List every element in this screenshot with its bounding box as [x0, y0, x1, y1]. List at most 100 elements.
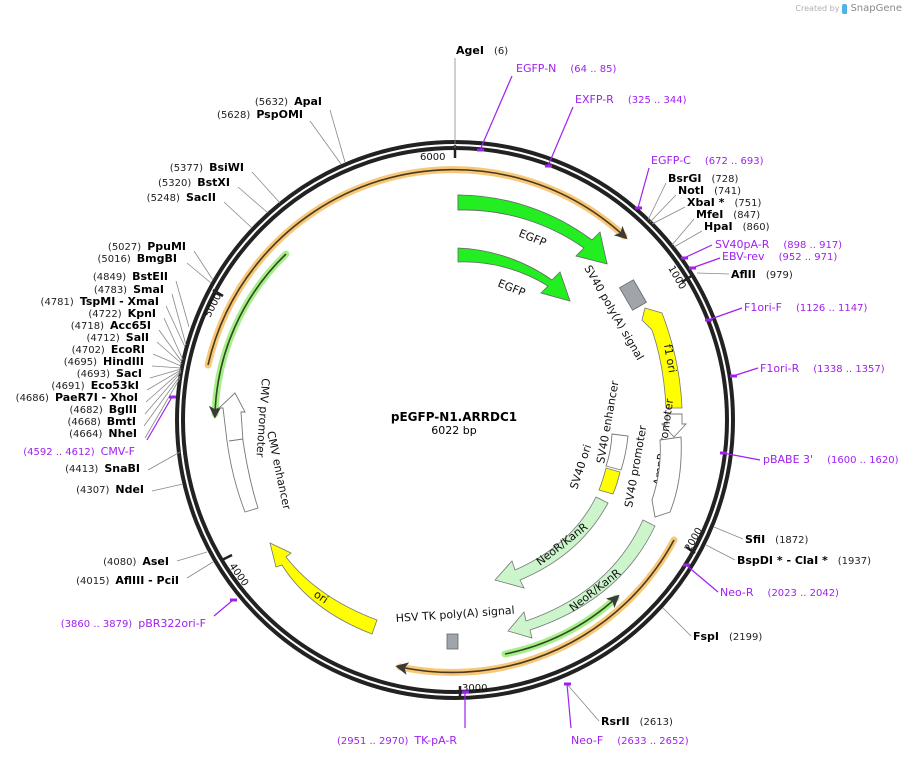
enzyme-label[interactable]: (4668) BmtI	[68, 415, 136, 428]
primer-site-ebv-rev[interactable]: EBV-rev (952 .. 971)	[689, 250, 837, 270]
enzyme-label[interactable]: (4307) NdeI	[76, 483, 144, 496]
feature-cmv[interactable]: CMV promoter CMV enhancer	[217, 378, 294, 513]
primer-label[interactable]: pBABE 3' (1600 .. 1620)	[763, 453, 899, 466]
feature-sv40-promoter[interactable]: SV40 promoter	[622, 424, 682, 518]
enzyme-label[interactable]: (4693) SacI	[77, 367, 142, 380]
primer-site-neo-r[interactable]: Neo-R (2023 .. 2042)	[683, 563, 839, 600]
enzyme-label[interactable]: SfiI (1872)	[745, 533, 809, 546]
primer-label[interactable]: EGFP-C (672 .. 693)	[651, 154, 764, 167]
primer-site-neo-f[interactable]: Neo-F (2633 .. 2652)	[564, 682, 689, 748]
enzyme-label[interactable]: (4718) Acc65I	[71, 319, 151, 332]
enzyme-label[interactable]: BsrGI (728)	[668, 172, 738, 185]
primer-site-cmv-f[interactable]: (4592 .. 4612) CMV-F	[23, 395, 176, 459]
enzyme-site-aflii[interactable]: AflII (979)	[696, 268, 793, 281]
primer-site-egfp-c[interactable]: EGFP-C (672 .. 693)	[635, 154, 764, 210]
enzyme-label[interactable]: (4664) NheI	[69, 427, 137, 440]
enzyme-site-bspdi-clai[interactable]: BspDI * - ClaI * (1937)	[705, 544, 871, 567]
enzyme-label[interactable]: XbaI * (751)	[687, 196, 761, 209]
feature-neor-inner[interactable]: NeoR/KanR	[494, 496, 609, 589]
primer-label[interactable]: (2951 .. 2970) TK-pA-R	[337, 734, 457, 747]
enzyme-label[interactable]: (4686) PaeR7I - XhoI	[16, 391, 138, 404]
primer-label[interactable]: EBV-rev (952 .. 971)	[722, 250, 837, 263]
primer-label[interactable]: EXFP-R (325 .. 344)	[575, 93, 687, 106]
enzyme-site-bmti[interactable]: (4668) BmtI	[68, 375, 181, 428]
enzyme-site-bsiwi[interactable]: (5377) BsiWI	[170, 161, 281, 204]
primer-label[interactable]: (3860 .. 3879) pBR322ori-F	[61, 617, 206, 630]
enzyme-site-hpai[interactable]: HpaI (860)	[673, 220, 770, 248]
primer-label[interactable]: SV40pA-R (898 .. 917)	[715, 238, 842, 251]
enzyme-site-saci[interactable]: (4693) SacI	[77, 367, 182, 380]
primer-site-f1ori-r[interactable]: F1ori-R (1338 .. 1357)	[730, 362, 885, 378]
enzyme-label[interactable]: (5027) PpuMI	[108, 240, 186, 253]
enzyme-site-bsteii[interactable]: (4849) BstEII	[93, 270, 190, 328]
enzyme-site-paer7i-xhoi[interactable]: (4686) PaeR7I - XhoI	[16, 370, 182, 404]
primer-label[interactable]: (4592 .. 4612) CMV-F	[23, 445, 135, 458]
enzyme-label[interactable]: (4849) BstEII	[93, 270, 168, 283]
enzyme-label[interactable]: (4695) HindIII	[64, 355, 144, 368]
primer-site-sv40pa-r[interactable]: SV40pA-R (898 .. 917)	[681, 238, 842, 260]
enzyme-site-pspomi[interactable]: (5628) PspOMI	[217, 108, 342, 165]
feature-hsv-tk-polya[interactable]: HSV TK poly(A) signal	[395, 604, 515, 650]
enzyme-site-bstxi[interactable]: (5320) BstXI	[158, 176, 269, 214]
enzyme-label[interactable]: HpaI (860)	[704, 220, 770, 233]
enzyme-label[interactable]: (5377) BsiWI	[170, 161, 244, 174]
enzyme-site-eco53ki[interactable]: (4691) Eco53kI	[51, 369, 182, 392]
enzyme-label[interactable]: (4722) KpnI	[88, 307, 156, 320]
enzyme-site-afliii-pcii[interactable]: (4015) AflIII - PciI	[76, 561, 214, 587]
primer-site-f1ori-f[interactable]: F1ori-F (1126 .. 1147)	[705, 301, 867, 322]
enzyme-site-bglii[interactable]: (4682) BglII	[70, 371, 182, 416]
enzyme-label[interactable]: AgeI (6)	[456, 44, 508, 57]
enzyme-site-apai[interactable]: (5632) ApaI	[255, 95, 346, 163]
enzyme-label[interactable]: (4691) Eco53kI	[51, 379, 139, 392]
enzyme-label[interactable]: (4413) SnaBI	[65, 462, 140, 475]
primer-label[interactable]: EGFP-N (64 .. 85)	[516, 62, 616, 75]
primer-site-exfp-r[interactable]: EXFP-R (325 .. 344)	[545, 93, 687, 168]
enzyme-label[interactable]: (5320) BstXI	[158, 176, 230, 189]
enzyme-label[interactable]: (4783) SmaI	[94, 283, 164, 296]
primer-site-egfp-n[interactable]: EGFP-N (64 .. 85)	[477, 62, 616, 152]
feature-sv40-polya[interactable]: SV40 poly(A) signal	[581, 263, 647, 363]
enzyme-site-ecori[interactable]: (4702) EcoRI	[72, 343, 182, 367]
primer-label[interactable]: Neo-F (2633 .. 2652)	[571, 734, 689, 747]
enzyme-site-sfii[interactable]: SfiI (1872)	[713, 526, 809, 546]
enzyme-site-ndei[interactable]: (4307) NdeI	[76, 483, 184, 496]
enzyme-label[interactable]: (4781) TspMI - XmaI	[41, 295, 159, 308]
enzyme-label[interactable]: (4015) AflIII - PciI	[76, 574, 179, 587]
feature-sv40-enhancer[interactable]: SV40 enhancer	[594, 379, 629, 471]
enzyme-site-nhei[interactable]: (4664) NheI	[69, 377, 181, 440]
enzyme-label[interactable]: BspDI * - ClaI * (1937)	[737, 554, 871, 567]
enzyme-label[interactable]: NotI (741)	[678, 184, 741, 197]
enzyme-label[interactable]: MfeI (847)	[696, 208, 760, 221]
primer-site-pbr322ori-f[interactable]: (3860 .. 3879) pBR322ori-F	[61, 598, 237, 631]
enzyme-site-kpni[interactable]: (4722) KpnI	[88, 307, 184, 361]
enzyme-label[interactable]: RsrII (2613)	[601, 715, 673, 728]
enzyme-site-tspmi-xmai[interactable]: (4781) TspMI - XmaI	[41, 295, 186, 348]
enzyme-site-asei[interactable]: (4080) AseI	[103, 551, 208, 568]
enzyme-site-smai[interactable]: (4783) SmaI	[94, 283, 187, 346]
enzyme-label[interactable]: AflII (979)	[731, 268, 793, 281]
enzyme-site-sacii[interactable]: (5248) SacII	[147, 191, 253, 229]
enzyme-label[interactable]: (5248) SacII	[147, 191, 216, 204]
enzyme-label[interactable]: (4080) AseI	[103, 555, 169, 568]
enzyme-site-bsrgi[interactable]: BsrGI (728)	[647, 172, 738, 221]
enzyme-site-acc65i[interactable]: (4718) Acc65I	[71, 319, 183, 363]
enzyme-label[interactable]: (5632) ApaI	[255, 95, 322, 108]
enzyme-site-snabi[interactable]: (4413) SnaBI	[65, 451, 181, 475]
enzyme-label[interactable]: (4682) BglII	[70, 403, 137, 416]
enzyme-site-xbai[interactable]: XbaI * (751)	[651, 196, 761, 225]
primer-label[interactable]: F1ori-R (1338 .. 1357)	[760, 362, 885, 375]
feature-egfp-inner[interactable]: EGFP	[457, 247, 571, 302]
enzyme-site-fspi[interactable]: FspI (2199)	[662, 607, 762, 643]
primer-site-tk-pa-r[interactable]: (2951 .. 2970) TK-pA-R	[337, 690, 469, 748]
feature-f1-ori[interactable]: f1 ori	[641, 307, 683, 409]
enzyme-site-noti[interactable]: NotI (741)	[649, 184, 741, 223]
primer-label[interactable]: F1ori-F (1126 .. 1147)	[744, 301, 867, 314]
enzyme-site-sali[interactable]: (4712) SalI	[87, 331, 183, 365]
enzyme-site-hindiii[interactable]: (4695) HindIII	[64, 355, 182, 369]
enzyme-site-ppumi[interactable]: (5027) PpuMI	[108, 240, 214, 281]
enzyme-label[interactable]: (5016) BmgBI	[98, 252, 177, 265]
feature-ori[interactable]: ori	[269, 542, 378, 635]
enzyme-site-rsrii[interactable]: RsrII (2613)	[565, 682, 673, 728]
enzyme-site-agei[interactable]: AgeI (6)	[454, 44, 508, 148]
